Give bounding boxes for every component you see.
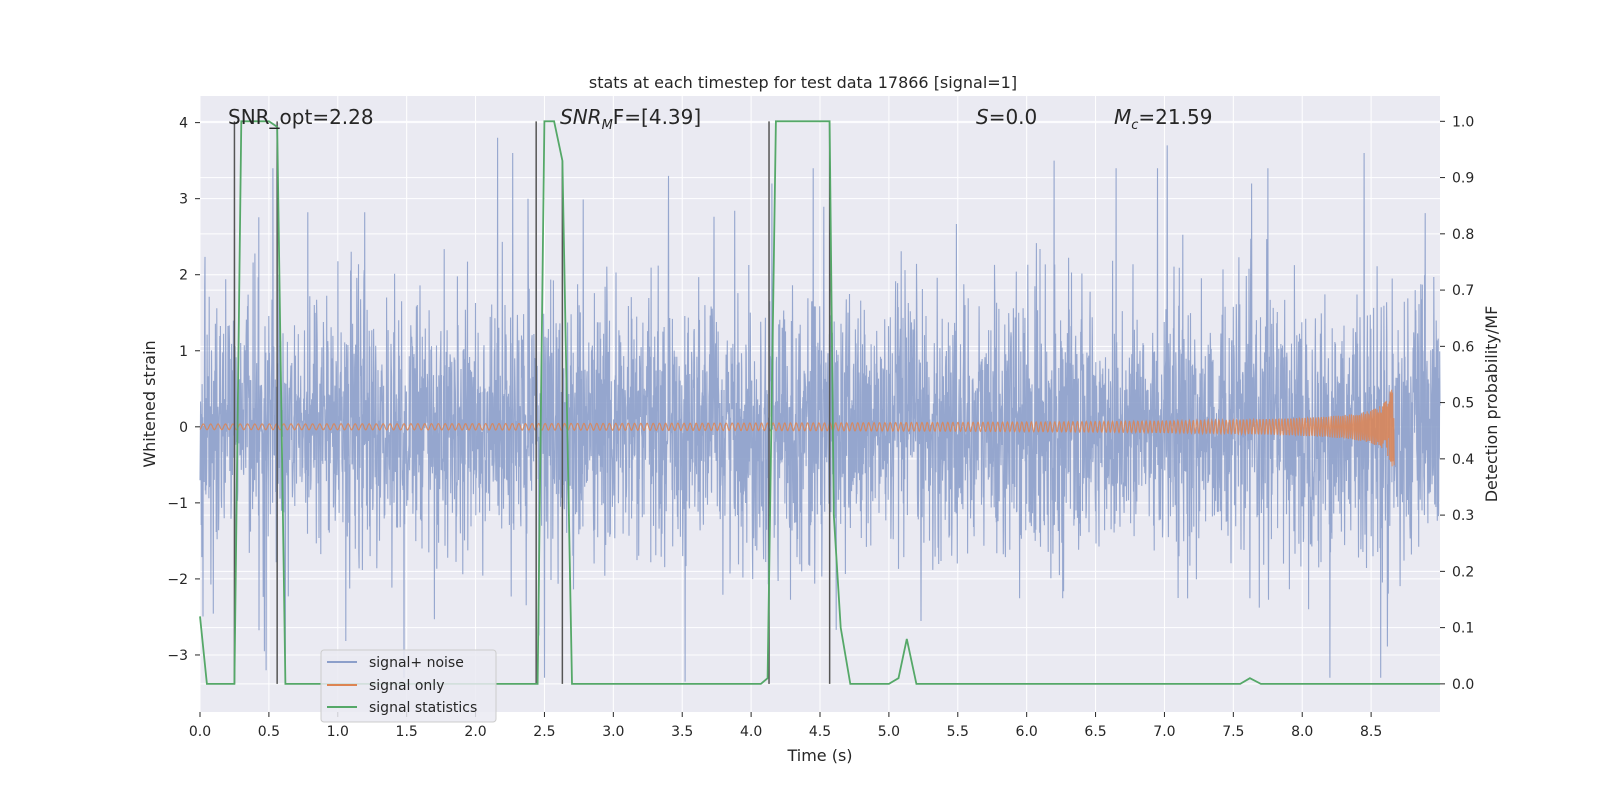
legend-signal-noise: signal+ noise xyxy=(369,655,464,671)
x-tick-label: 4.0 xyxy=(740,724,762,740)
signal-noise-line xyxy=(199,137,1441,682)
y-tick-label: −3 xyxy=(167,648,188,664)
mc-rest: =21.59 xyxy=(1138,105,1212,129)
snr-mf-sub: M xyxy=(602,118,613,133)
x-tick-label: 7.5 xyxy=(1222,724,1244,740)
x-tick-label: 8.0 xyxy=(1291,724,1313,740)
x-tick-label: 8.5 xyxy=(1360,724,1382,740)
x-tick-label: 4.5 xyxy=(809,724,831,740)
signal-statistics-series xyxy=(199,120,1440,685)
mc-annotation: Mc=21.59 xyxy=(1114,105,1212,133)
y-right-tick-label: 0.3 xyxy=(1452,508,1474,524)
x-axis-label: Time (s) xyxy=(786,746,852,765)
x-tick-label: 2.5 xyxy=(533,724,555,740)
x-tick-label: 3.5 xyxy=(671,724,693,740)
legend-signal-only: signal only xyxy=(369,678,444,694)
legend: signal+ noise signal only signal statist… xyxy=(320,649,497,723)
signal-only-line xyxy=(199,389,1395,467)
y-right-tick-label: 0.9 xyxy=(1452,171,1474,187)
s-annotation: S=0.0 xyxy=(976,105,1037,129)
snr-mf-rest: F=[4.39] xyxy=(613,105,701,129)
signal-noise-series xyxy=(199,137,1441,682)
y-tick-label: 2 xyxy=(179,268,188,284)
y-right-tick-label: 0.7 xyxy=(1452,283,1474,299)
snr-mf-annotation: SNRMF=[4.39] xyxy=(560,105,701,133)
x-tick-label: 1.5 xyxy=(396,724,418,740)
y-tick-label: −2 xyxy=(167,572,188,588)
mc-sub: c xyxy=(1131,118,1138,133)
x-tick-label: 6.5 xyxy=(1084,724,1106,740)
signal-only-series xyxy=(199,389,1395,467)
y-tick-label: 0 xyxy=(179,420,188,436)
y-right-tick-label: 0.1 xyxy=(1452,621,1474,637)
mc-var: M xyxy=(1114,105,1131,129)
x-tick-label: 6.0 xyxy=(1016,724,1038,740)
y-tick-label: 1 xyxy=(179,344,188,360)
x-tick-label: 5.0 xyxy=(878,724,900,740)
x-tick-label: 5.5 xyxy=(947,724,969,740)
y-right-tick-label: 0.5 xyxy=(1452,396,1474,412)
y-right-tick-label: 0.8 xyxy=(1452,227,1474,243)
y-tick-label: −1 xyxy=(167,496,188,512)
signal-statistics-line xyxy=(199,120,1440,685)
snr-opt-annotation: SNR_opt=2.28 xyxy=(228,105,374,129)
y-right-axis-ticks: 1.0 0.9 0.8 0.7 0.6 0.5 0.4 0.3 0.2 0.1 0.0 xyxy=(1440,114,1474,693)
chart-title: stats at each timestep for test data 178… xyxy=(589,73,1017,92)
y-right-tick-label: 0.4 xyxy=(1452,452,1474,468)
x-tick-label: 2.0 xyxy=(464,724,486,740)
x-tick-label: 0.5 xyxy=(258,724,280,740)
x-tick-label: 1.0 xyxy=(327,724,349,740)
y-tick-label: 4 xyxy=(179,116,188,132)
y-right-tick-label: 0.0 xyxy=(1452,677,1474,693)
x-tick-label: 3.0 xyxy=(602,724,624,740)
x-tick-label: 0.0 xyxy=(189,724,211,740)
snr-mf-base: SNR xyxy=(560,105,602,129)
y-axis-label: Whitened strain xyxy=(140,340,159,467)
y-right-tick-label: 0.2 xyxy=(1452,564,1474,580)
x-tick-label: 7.0 xyxy=(1153,724,1175,740)
y-tick-label: 3 xyxy=(179,192,188,208)
y-right-tick-label: 1.0 xyxy=(1452,114,1474,130)
y-axis-ticks: 4 3 2 1 0 −1 −2 −3 xyxy=(167,116,200,664)
x-axis-ticks: 0.0 0.5 1.0 1.5 2.0 2.5 3.0 3.5 4.0 4.5 5.0 5.5 6.0 6… xyxy=(189,712,1382,740)
legend-signal-statistics: signal statistics xyxy=(369,700,477,716)
y-right-axis-label: Detection probability/MF xyxy=(1482,306,1501,503)
y-right-tick-label: 0.6 xyxy=(1452,339,1474,355)
s-var: S xyxy=(976,105,989,129)
detection-markers xyxy=(233,121,831,684)
legend-box xyxy=(320,649,497,723)
s-rest: =0.0 xyxy=(989,105,1038,129)
